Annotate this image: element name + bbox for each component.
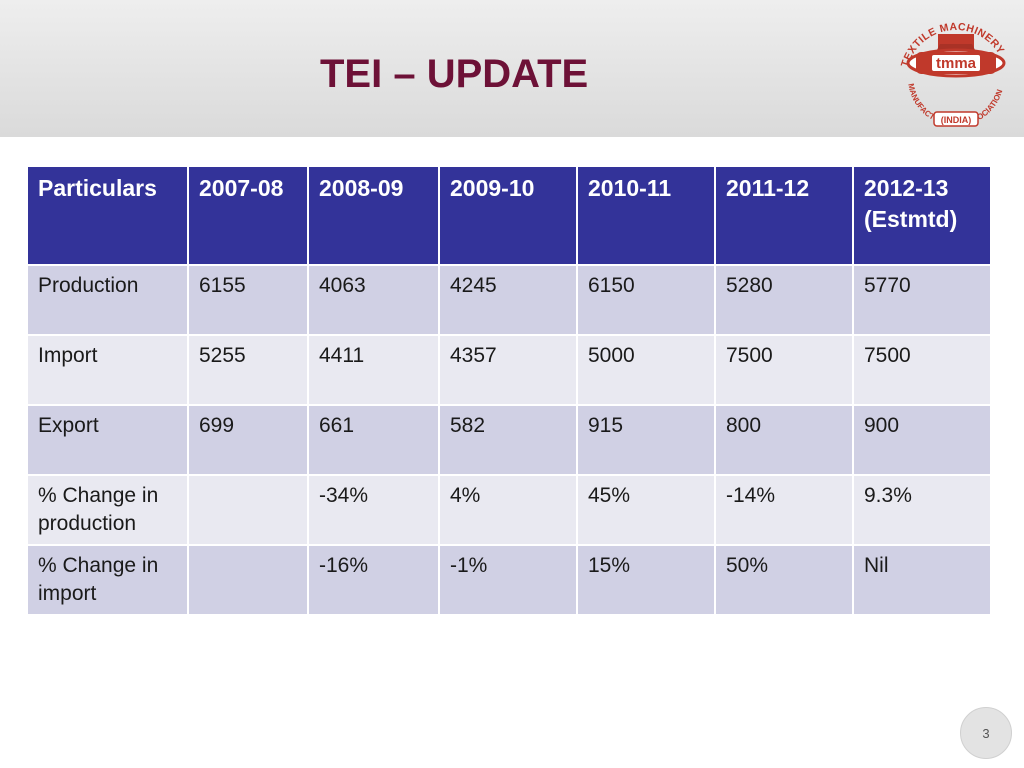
table-cell: 4% [438,474,578,546]
table-cell: % Change in import [26,544,189,616]
table-cell: 7500 [852,334,992,406]
table-header-row: Particulars 2007-08 2008-09 2009-10 2010… [26,165,992,266]
table-cell: 6150 [576,264,716,336]
table-cell: 900 [852,404,992,476]
table-row: % Change in import -16% -1% 15% 50% Nil [26,544,992,616]
table-cell: 5770 [852,264,992,336]
production-data-table: Particulars 2007-08 2008-09 2009-10 2010… [26,165,992,616]
table-cell: Production [26,264,189,336]
table-cell: 15% [576,544,716,616]
table-cell [187,474,309,546]
tmma-logo: TEXTILE MACHINERY MANUFACTURERS' ASSOCIA… [899,21,1006,128]
page-number-badge: 3 [960,707,1012,759]
table-cell: 4063 [307,264,440,336]
slide-header [0,0,1024,137]
table-cell: Export [26,404,189,476]
table-cell [187,544,309,616]
table-cell: Import [26,334,189,406]
table-cell: 9.3% [852,474,992,546]
header-cell: Particulars [26,165,189,266]
table-row: Export 699 661 582 915 800 900 [26,404,992,476]
slide-title: TEI – UPDATE [320,52,589,96]
table-cell: 6155 [187,264,309,336]
table-cell: 4245 [438,264,578,336]
header-cell: 2008-09 [307,165,440,266]
table-cell: 800 [714,404,854,476]
table-cell: -34% [307,474,440,546]
table-cell: 699 [187,404,309,476]
header-cell: 2010-11 [576,165,716,266]
table-cell: 661 [307,404,440,476]
table-cell: -16% [307,544,440,616]
table-cell: 5000 [576,334,716,406]
svg-text:tmma: tmma [936,55,977,72]
table-cell: 4411 [307,334,440,406]
table-row: Production 6155 4063 4245 6150 5280 5770 [26,264,992,336]
table-cell: 50% [714,544,854,616]
table-row: % Change in production -34% 4% 45% -14% … [26,474,992,546]
header-cell: 2012-13 (Estmtd) [852,165,992,266]
table-cell: % Change in production [26,474,189,546]
header-cell: 2007-08 [187,165,309,266]
table-cell: 4357 [438,334,578,406]
svg-text:(INDIA): (INDIA) [941,115,972,125]
table-row: Import 5255 4411 4357 5000 7500 7500 [26,334,992,406]
table-cell: 5280 [714,264,854,336]
table-cell: 5255 [187,334,309,406]
header-cell: 2009-10 [438,165,578,266]
table-cell: -14% [714,474,854,546]
table-cell: 7500 [714,334,854,406]
table-cell: Nil [852,544,992,616]
table-cell: 45% [576,474,716,546]
table-cell: 915 [576,404,716,476]
table-cell: -1% [438,544,578,616]
header-cell: 2011-12 [714,165,854,266]
table-cell: 582 [438,404,578,476]
